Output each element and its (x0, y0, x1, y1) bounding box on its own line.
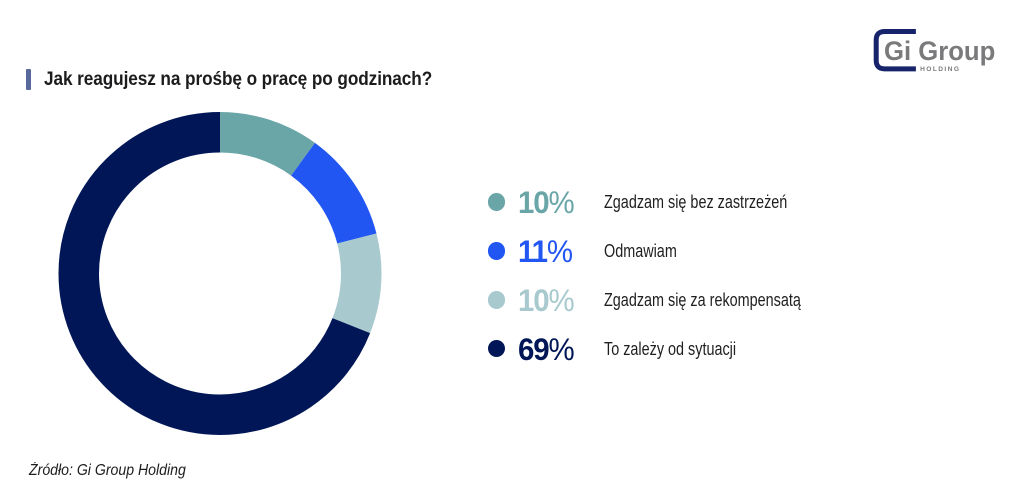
svg-text:HOLDING: HOLDING (920, 66, 959, 73)
svg-text:Gi Group: Gi Group (884, 36, 995, 66)
